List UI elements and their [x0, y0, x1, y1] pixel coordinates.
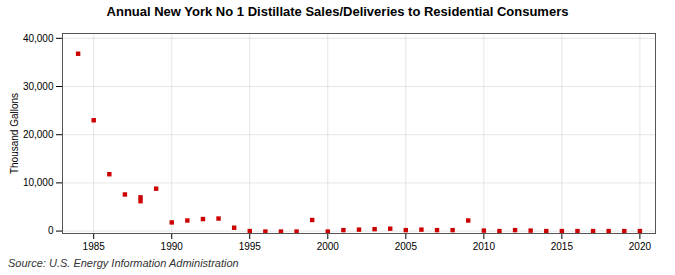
html-text:Annual New York No 1 Distillat: Annual New York No 1 Distillate Sales/De…	[106, 4, 569, 19]
svg-text:Thousand Gallons: Thousand Gallons	[9, 93, 20, 174]
svg-text:1990: 1990	[161, 241, 184, 252]
svg-text:2020: 2020	[629, 241, 652, 252]
svg-text:10,000: 10,000	[23, 177, 54, 188]
svg-text:30,000: 30,000	[23, 81, 54, 92]
svg-text:2005: 2005	[395, 241, 418, 252]
svg-text:2015: 2015	[551, 241, 574, 252]
svg-text:20,000: 20,000	[23, 129, 54, 140]
svg-text:1985: 1985	[83, 241, 106, 252]
svg-text:1995: 1995	[239, 241, 262, 252]
svg-text:2010: 2010	[473, 241, 496, 252]
svg-text:0: 0	[48, 225, 54, 236]
html-text:Source: U.S. Energy Informatio: Source: U.S. Energy Information Administ…	[8, 257, 239, 269]
svg-text:2000: 2000	[317, 241, 340, 252]
svg-text:40,000: 40,000	[23, 33, 54, 44]
